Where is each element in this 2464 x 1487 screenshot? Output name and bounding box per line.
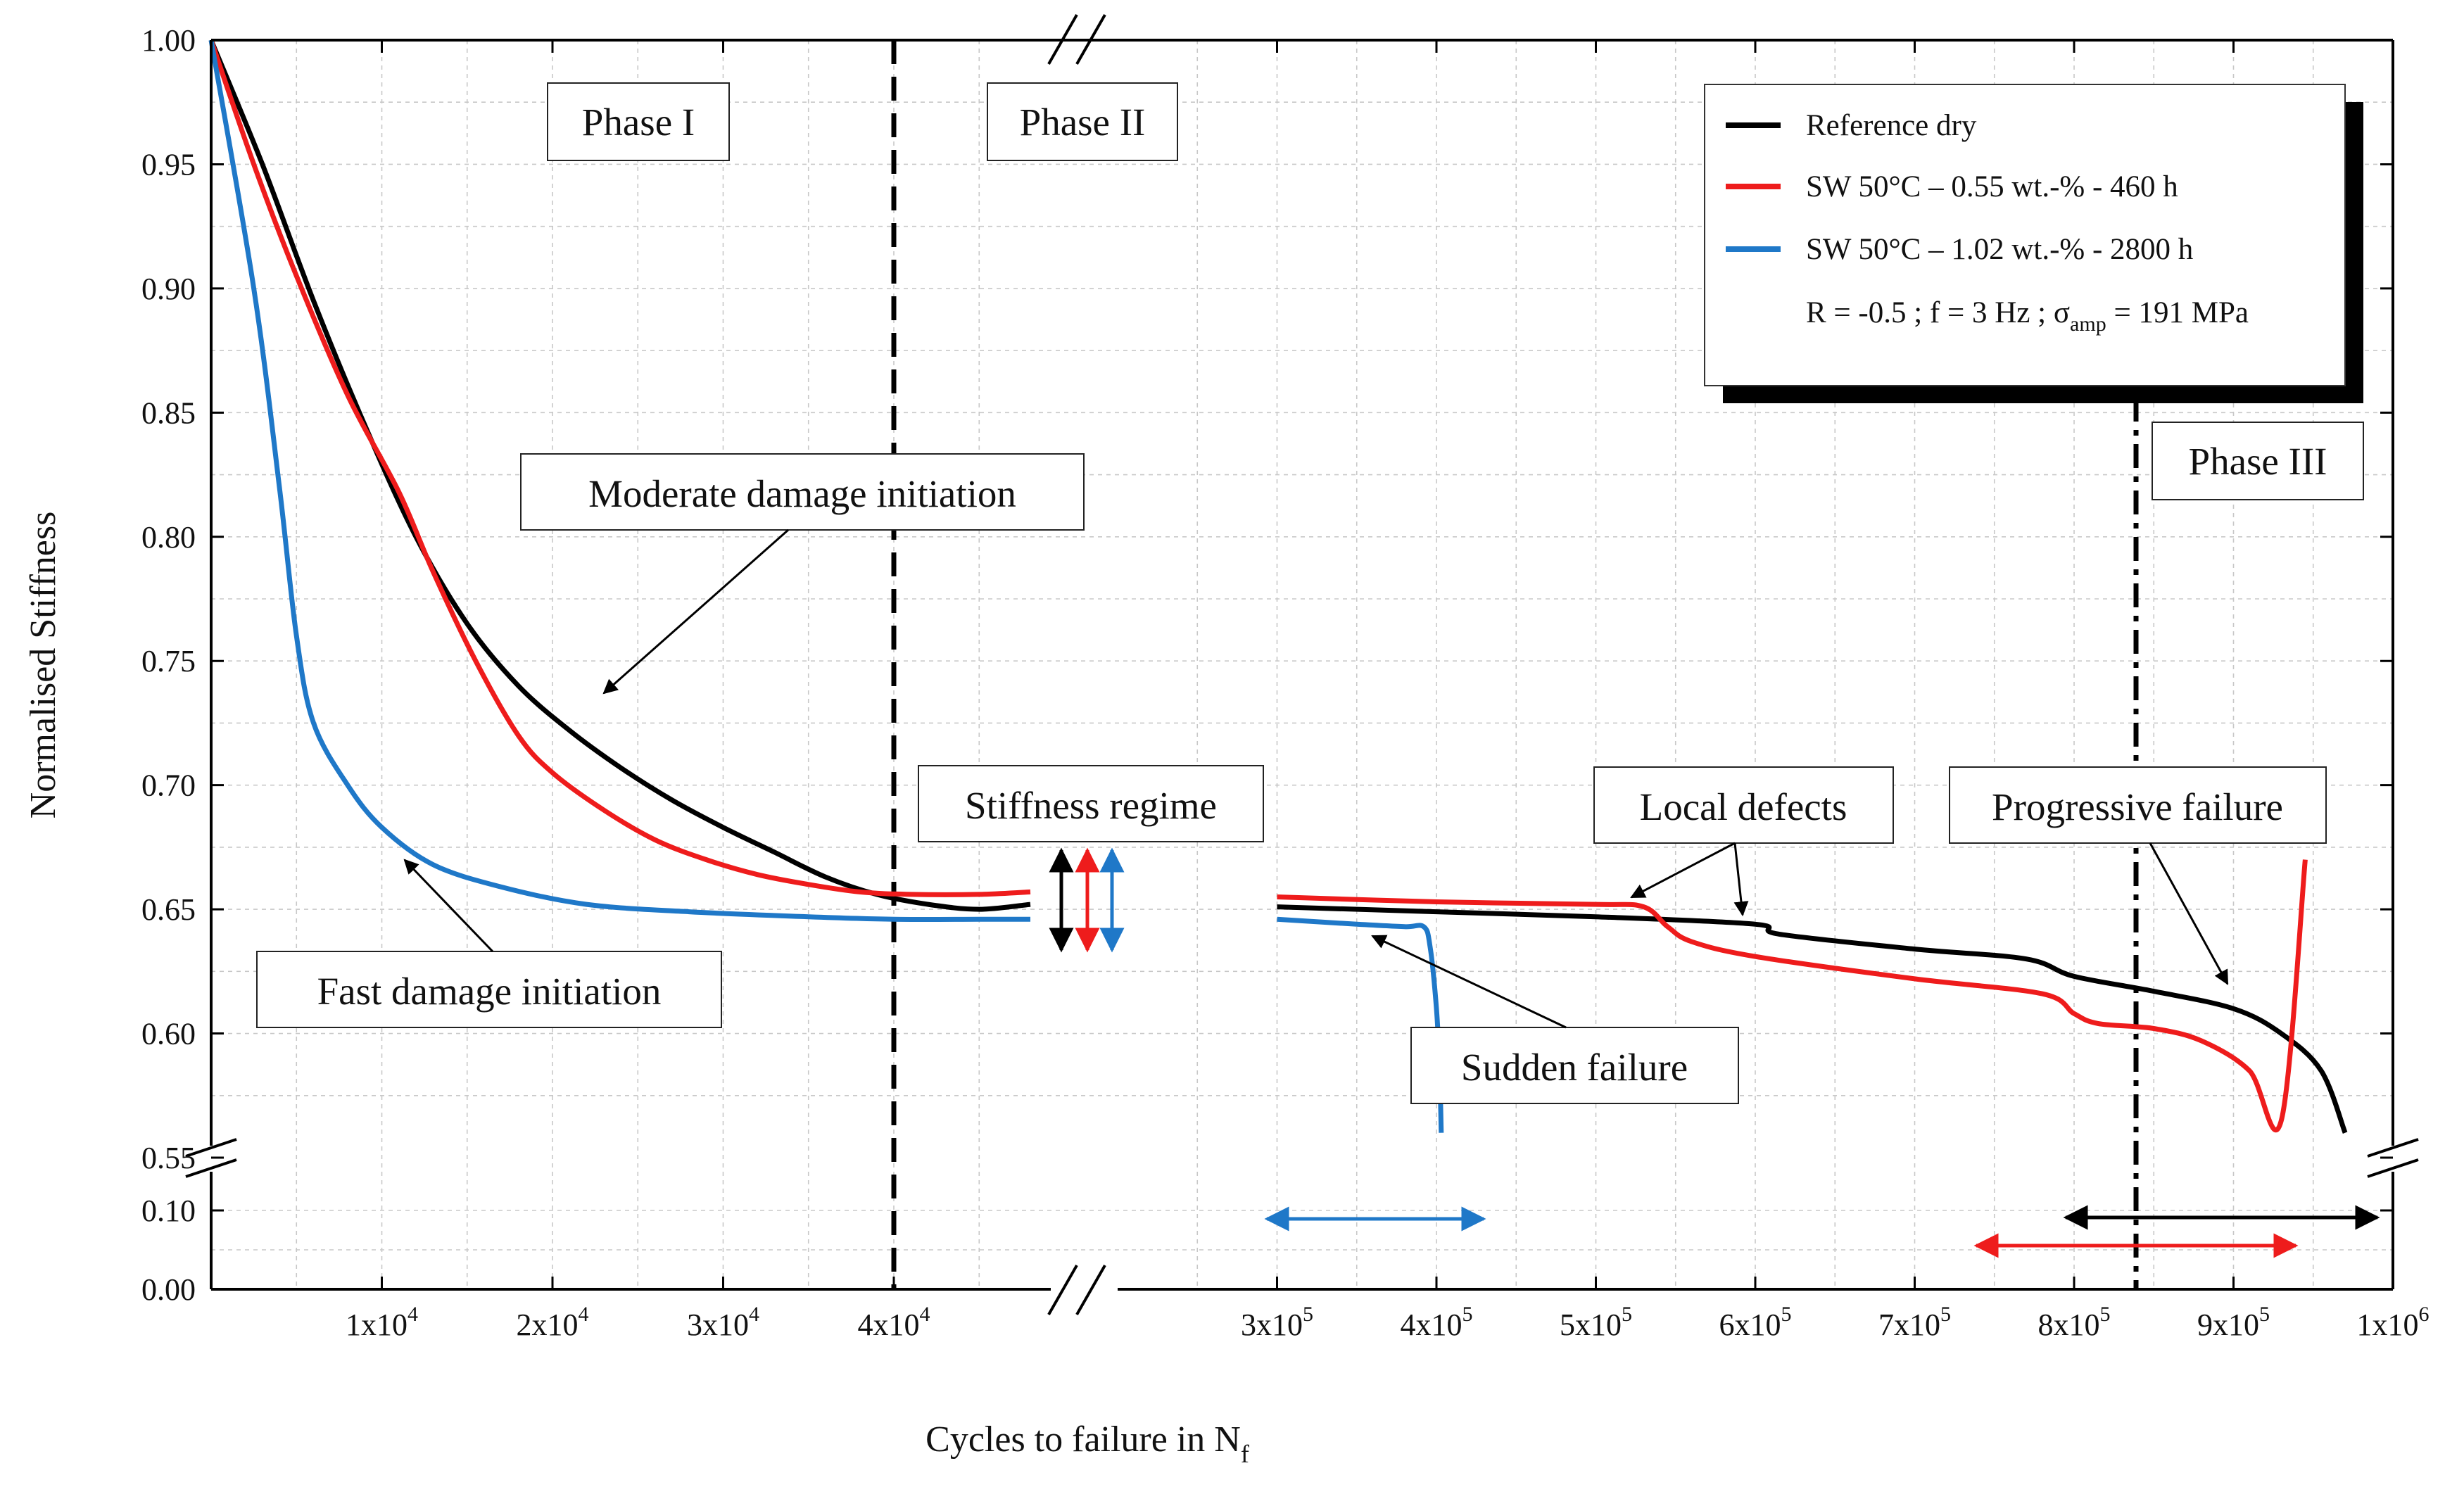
phase-1-box: Phase I <box>547 82 730 161</box>
x-tick-label: 7x105 <box>1878 1303 1951 1342</box>
y-axis-title: Normalised Stiffness <box>23 512 63 819</box>
arrow-sudden-failure <box>1371 935 1567 1029</box>
y-tick-label: 0.95 <box>141 147 196 182</box>
annotation-progressive-failure-text: Progressive failure <box>1992 785 2283 828</box>
annotation-sudden-failure: Sudden failure <box>1410 1027 1739 1104</box>
legend-box <box>1704 84 2346 386</box>
annotation-sudden-failure-text: Sudden failure <box>1461 1046 1688 1089</box>
x-tick-label: 4x105 <box>1401 1303 1473 1342</box>
annotation-moderate-damage: Moderate damage initiation <box>520 453 1085 531</box>
y-tick-label: 0.55 <box>141 1141 196 1175</box>
legend-label-sw-102: SW 50°C – 1.02 wt.-% - 2800 h <box>1806 233 2193 266</box>
annotation-local-defects: Local defects <box>1593 766 1894 844</box>
x-tick-label: 1x106 <box>2357 1303 2430 1342</box>
x-tick-label: 3x105 <box>1241 1303 1313 1342</box>
x-tick-label: 2x104 <box>517 1303 589 1342</box>
plot-frame <box>210 39 2394 1291</box>
y-tick-label: 0.60 <box>141 1017 196 1051</box>
annotation-stiffness-regime: Stiffness regime <box>918 765 1264 842</box>
x-tick-label: 5x105 <box>1560 1303 1632 1342</box>
phase-2-label: Phase II <box>1020 101 1146 144</box>
y-tick-label: 0.75 <box>141 644 196 678</box>
phase-3-box: Phase III <box>2152 422 2364 500</box>
y-tick-label: 0.10 <box>141 1194 196 1228</box>
phase-1-label: Phase I <box>582 101 695 144</box>
series-layer <box>208 39 2348 1134</box>
annotation-fast-damage: Fast damage initiation <box>256 951 722 1028</box>
x-tick-label: 4x104 <box>858 1303 930 1342</box>
y-tick-label: 0.80 <box>141 520 196 555</box>
y-tick-label: 0.85 <box>141 396 196 430</box>
y-tick-label: 0.70 <box>141 768 196 803</box>
series-line-2-left <box>208 39 1030 922</box>
annotation-fast-damage-text: Fast damage initiation <box>317 970 662 1013</box>
arrow-fast-damage <box>403 859 494 953</box>
x-axis-title: Cycles to failure in Nf <box>925 1419 1249 1468</box>
annotation-moderate-damage-text: Moderate damage initiation <box>588 472 1016 515</box>
y-tick-label: 0.65 <box>141 892 196 927</box>
x-tick-label: 6x105 <box>1719 1303 1792 1342</box>
axis-ticks: 0.55 0.60 0.65 0.70 0.75 0.80 0.85 0.90 0.95 1.00… <box>141 23 2430 1342</box>
annotation-progressive-failure: Progressive failure <box>1949 766 2327 844</box>
legend-test-conditions: R = -0.5 ; f = 3 Hz ; σamp = 191 MPa <box>1806 296 2249 336</box>
series-line-1-left <box>208 39 1031 897</box>
legend: Reference dry SW 50°C – 0.55 wt.-% - 460… <box>1704 84 2363 403</box>
y-tick-label: 0.90 <box>141 272 196 306</box>
arrow-local-defects-1 <box>1630 842 1736 899</box>
x-tick-label: 1x104 <box>346 1303 418 1342</box>
phase-2-box: Phase II <box>987 82 1178 161</box>
phase-3-label: Phase III <box>2188 440 2327 483</box>
x-tick-label: 9x105 <box>2197 1303 2270 1342</box>
annotation-local-defects-text: Local defects <box>1640 785 1847 828</box>
arrow-local-defects-2 <box>1733 842 1749 917</box>
series-line-0-right <box>1277 904 2348 1134</box>
annotation-stiffness-regime-text: Stiffness regime <box>965 784 1217 827</box>
axis-break-marks <box>185 14 2419 1315</box>
arrow-moderate-damage <box>602 529 789 695</box>
x-tick-label: 3x104 <box>687 1303 759 1342</box>
series-line-1-right <box>1277 859 2308 1133</box>
y-tick-label: 0.00 <box>141 1272 196 1307</box>
y-tick-label: 1.00 <box>141 23 196 58</box>
legend-label-reference: Reference dry <box>1806 109 1977 142</box>
arrow-progressive-failure <box>2149 842 2229 985</box>
x-tick-label: 8x105 <box>2038 1303 2111 1342</box>
legend-label-sw-055: SW 50°C – 0.55 wt.-% - 460 h <box>1806 170 2178 203</box>
